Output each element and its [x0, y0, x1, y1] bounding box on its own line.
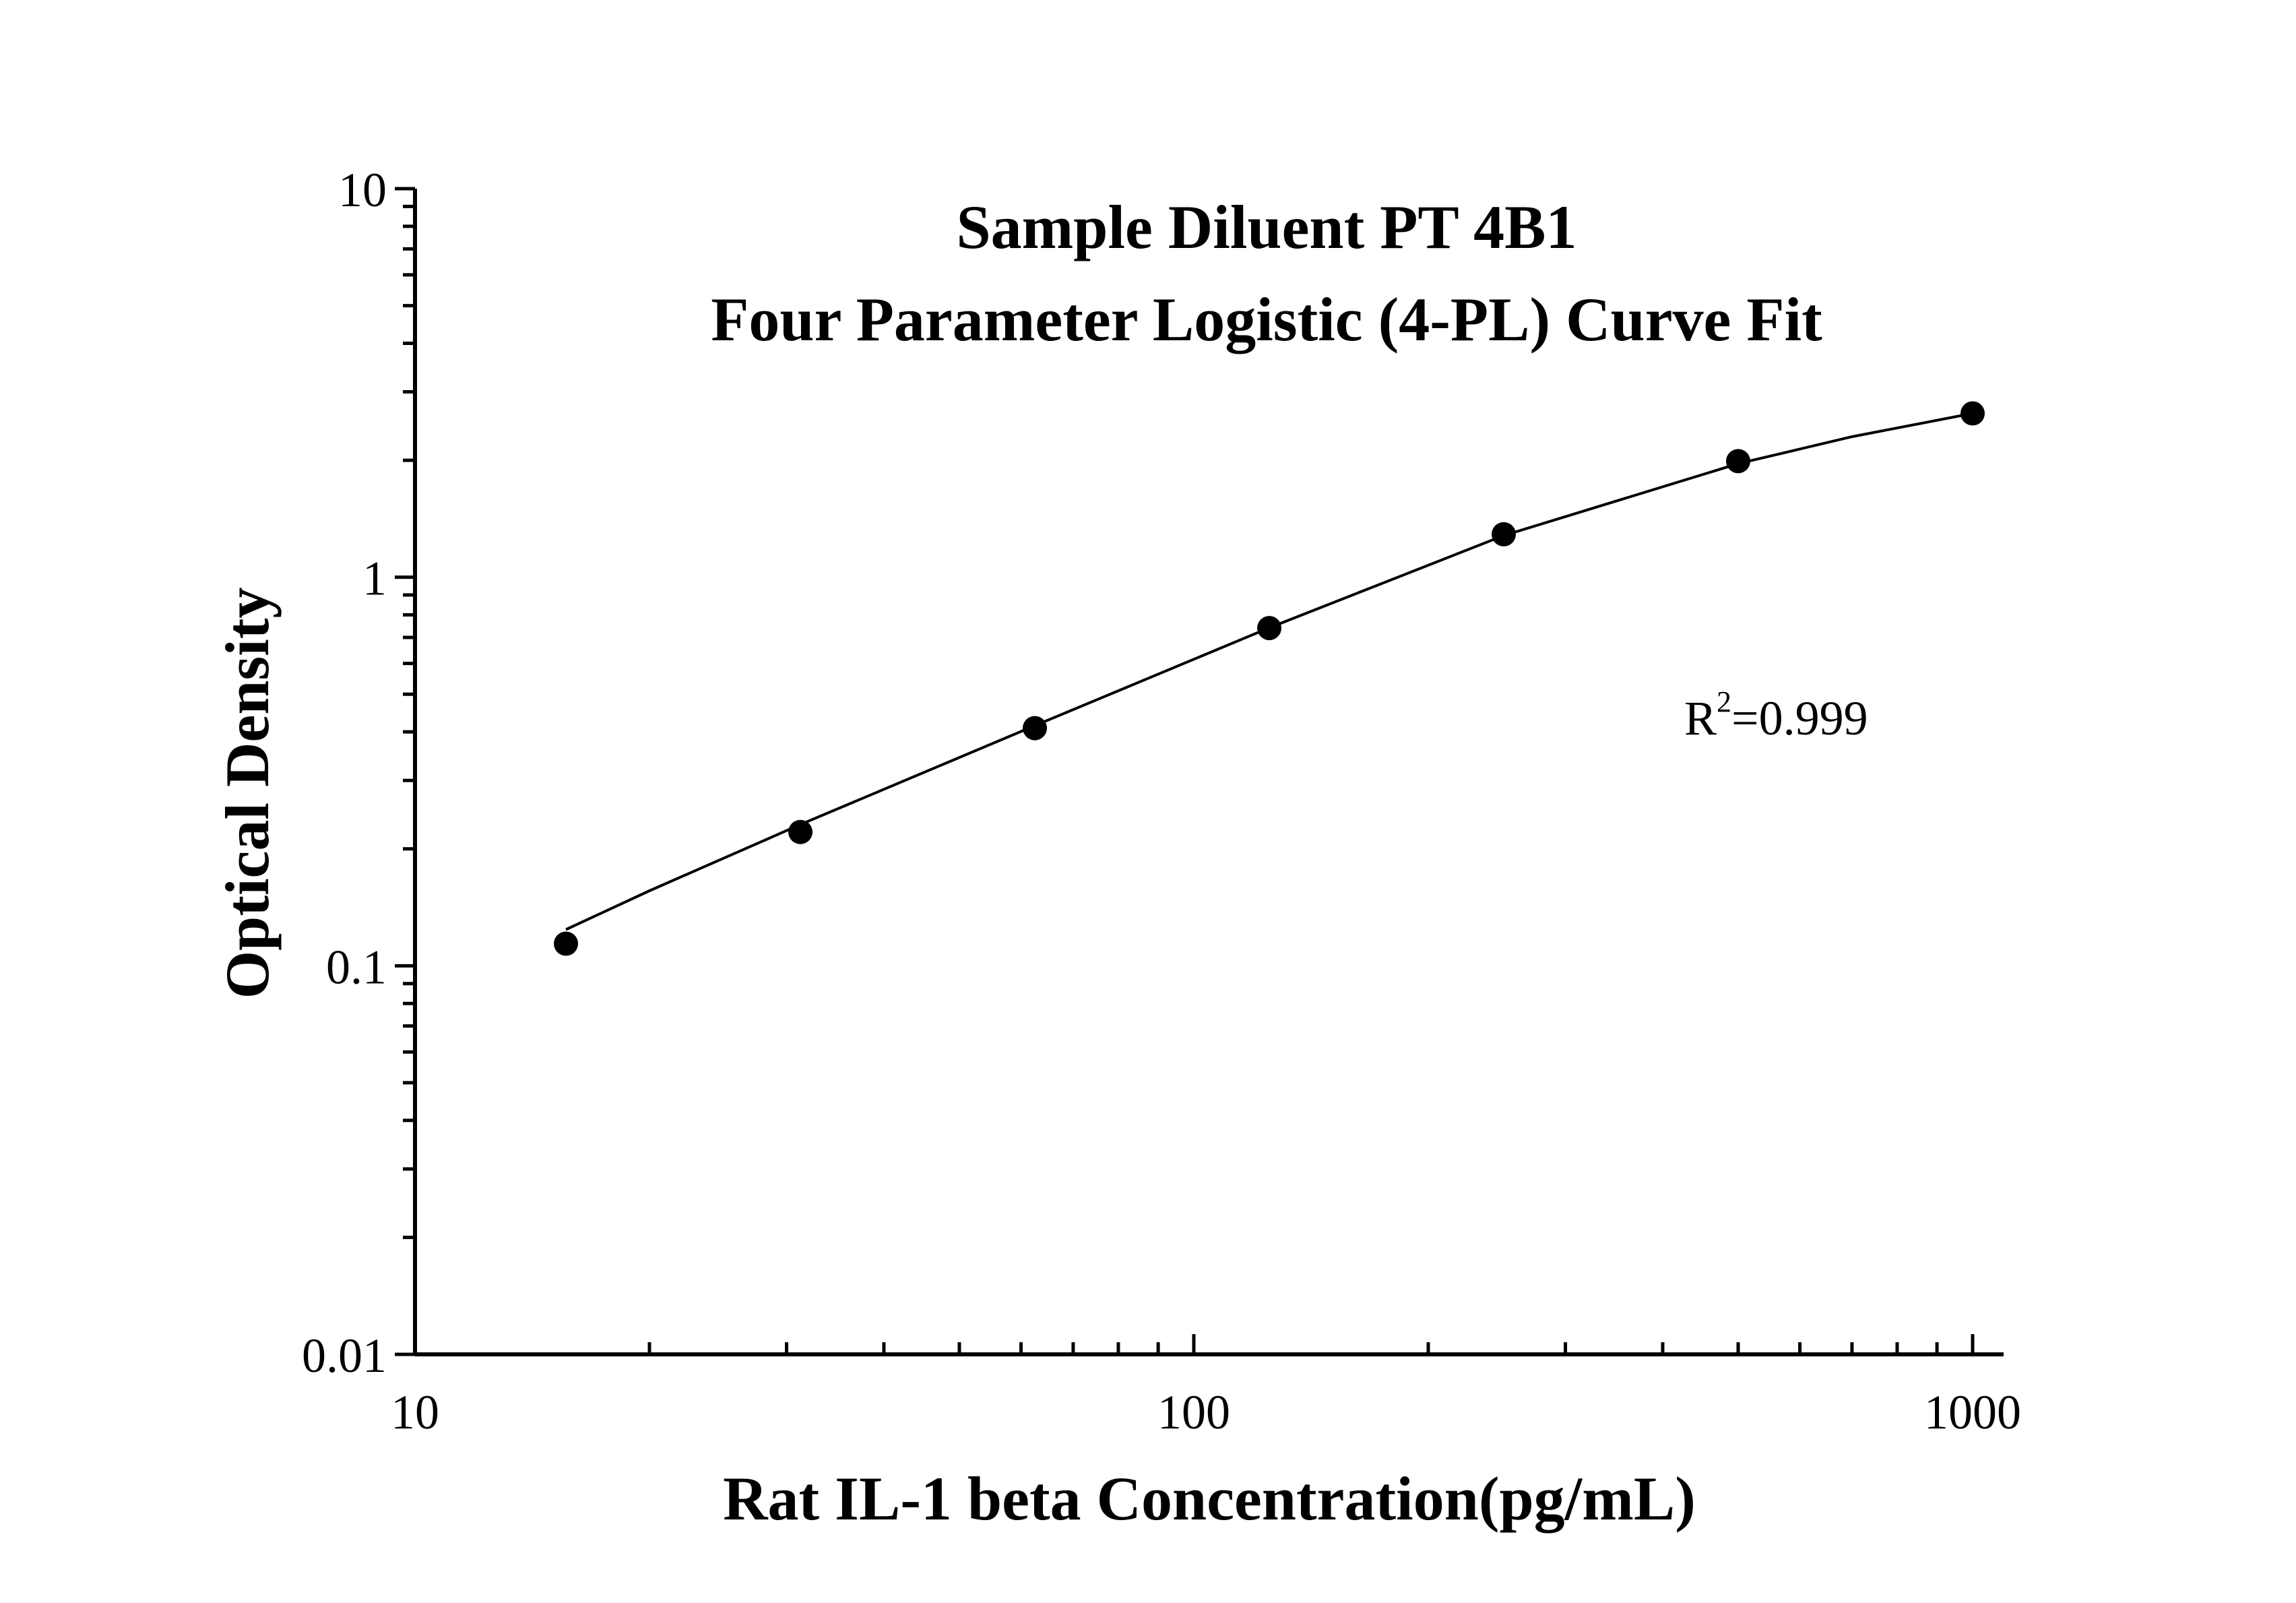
x-axis-label: Rat IL-1 beta Concentration(pg/mL) [723, 1464, 1696, 1533]
data-point [1257, 616, 1282, 641]
y-tick-label: 1 [362, 552, 387, 606]
r-squared-annotation: R2=0.999 [1684, 685, 1868, 745]
y-tick-label: 10 [338, 163, 387, 217]
r-squared-value: =0.999 [1731, 691, 1868, 745]
y-tick-label: 0.01 [302, 1329, 387, 1383]
data-point [554, 931, 579, 956]
fit-curve [565, 412, 1973, 931]
y-tick-label: 0.1 [326, 940, 387, 994]
y-axis-ticks [395, 187, 415, 1356]
x-tick-label: 10 [391, 1385, 439, 1439]
data-points [554, 401, 1985, 956]
data-point [1960, 401, 1985, 426]
chart-title: Sample Diluent PT 4B1 [957, 193, 1577, 261]
x-tick-label: 1000 [1924, 1385, 2021, 1439]
chart-subtitle: Four Parameter Logistic (4-PL) Curve Fit [711, 285, 1822, 354]
data-point [1726, 449, 1751, 474]
x-tick-label: 100 [1157, 1385, 1230, 1439]
data-point [788, 819, 813, 844]
x-axis-ticks [413, 1334, 1975, 1354]
y-axis-label: Optical Density [213, 588, 282, 999]
x-axis-tick-labels: 10 100 1000 [391, 1385, 2021, 1439]
data-point [1023, 716, 1048, 741]
r-squared-superscript: 2 [1717, 685, 1731, 718]
data-point [1492, 522, 1517, 546]
y-axis-tick-labels: 0.01 0.1 1 10 [302, 163, 387, 1383]
r-squared-base: R [1684, 691, 1717, 745]
